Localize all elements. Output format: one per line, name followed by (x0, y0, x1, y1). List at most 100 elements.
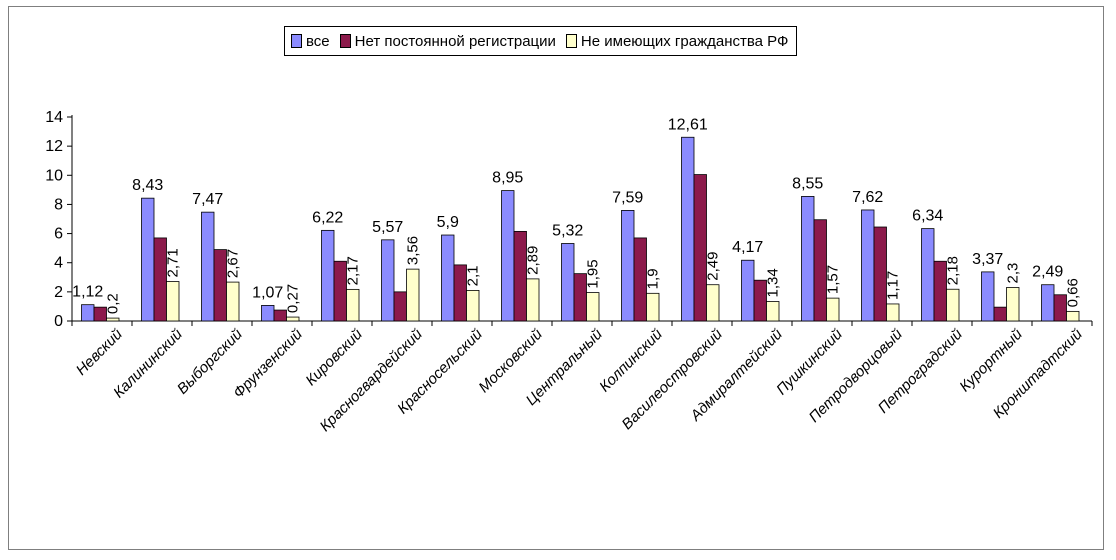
legend-swatch-no-citizenship (565, 34, 577, 48)
data-label-all: 6,22 (312, 209, 343, 226)
bar (501, 190, 515, 322)
bar (766, 301, 780, 322)
data-label-no-citizenship: 3,56 (405, 236, 422, 265)
bar (393, 291, 407, 322)
bar (561, 243, 575, 322)
data-label-no-citizenship: 2,17 (345, 256, 362, 285)
y-tick-label: 6 (54, 226, 63, 243)
category-label: Василеостровский (619, 325, 727, 433)
bar (141, 197, 155, 322)
bar (981, 271, 995, 322)
y-tick-label: 14 (45, 109, 63, 126)
bar (406, 268, 420, 322)
data-label-all: 5,9 (437, 214, 459, 231)
data-label-all: 8,43 (132, 177, 163, 194)
bar (1066, 310, 1080, 322)
bar (273, 309, 287, 322)
bar (201, 211, 215, 322)
data-label-no-citizenship: 2,3 (1005, 263, 1022, 284)
bar (466, 289, 480, 322)
bar (226, 281, 240, 322)
data-label-all: 4,17 (732, 239, 763, 256)
bar (646, 292, 660, 322)
bar (166, 281, 180, 322)
data-label-all: 8,55 (792, 175, 823, 192)
bar (706, 284, 720, 322)
data-label-all: 1,12 (72, 284, 103, 301)
y-tick-label: 0 (54, 313, 63, 330)
y-tick-label: 2 (54, 284, 63, 301)
bar (921, 228, 935, 322)
bar (81, 304, 95, 322)
data-label-no-citizenship: 2,71 (165, 248, 182, 277)
bar (861, 209, 875, 322)
data-label-all: 1,07 (252, 284, 283, 301)
data-label-no-citizenship: 1,95 (585, 259, 602, 288)
bar (93, 306, 107, 322)
bar (106, 317, 120, 322)
bar (693, 174, 707, 322)
legend-swatch-no-registration (339, 34, 351, 48)
bar (681, 136, 695, 322)
bar (346, 288, 360, 322)
data-label-no-citizenship: 2,49 (705, 252, 722, 281)
bar (153, 237, 167, 322)
legend-item-all: все (291, 33, 330, 50)
bar (1053, 294, 1067, 322)
data-label-no-citizenship: 1,9 (645, 268, 662, 289)
bar (586, 292, 600, 322)
bar (286, 316, 300, 322)
y-tick-label: 10 (45, 167, 63, 184)
y-tick-label: 12 (45, 138, 63, 155)
data-label-no-citizenship: 1,34 (765, 268, 782, 297)
data-label-all: 3,37 (972, 251, 1003, 268)
data-label-no-citizenship: 0,27 (285, 284, 302, 313)
data-label-no-citizenship: 1,17 (885, 271, 902, 300)
data-label-all: 7,47 (192, 191, 223, 208)
data-label-no-citizenship: 2,1 (465, 266, 482, 287)
data-label-all: 6,34 (912, 208, 943, 225)
data-label-all: 2,49 (1032, 264, 1063, 281)
bar (441, 234, 455, 322)
bar (813, 219, 827, 322)
bar (946, 288, 960, 322)
bar (886, 303, 900, 322)
bar (321, 229, 335, 322)
bar (993, 306, 1007, 322)
data-label-all: 5,32 (552, 222, 583, 239)
data-label-no-citizenship: 1,57 (825, 265, 842, 294)
bar (1041, 284, 1055, 322)
bar (1006, 287, 1020, 322)
bar (261, 305, 275, 322)
bar (633, 237, 647, 322)
legend-label-no-registration: Нет постоянной регистрации (354, 32, 556, 50)
data-label-no-citizenship: 2,89 (525, 246, 542, 275)
legend-swatch-all (291, 34, 302, 48)
data-label-all: 5,57 (372, 219, 403, 236)
category-label: Красногвардейский (317, 325, 427, 435)
data-label-all: 7,62 (852, 189, 883, 206)
category-label: Кировский (302, 325, 366, 389)
data-label-all: 7,59 (612, 189, 643, 206)
legend-label-all: все (306, 32, 330, 50)
bar (753, 279, 767, 322)
data-label-no-citizenship: 2,67 (225, 249, 242, 278)
legend-item-no-registration: Нет постоянной регистрации (339, 32, 556, 50)
bar (873, 226, 887, 322)
data-label-all: 12,61 (668, 116, 708, 133)
y-tick-label: 8 (54, 196, 63, 213)
data-label-all: 8,95 (492, 170, 523, 187)
category-label: Невский (73, 325, 126, 378)
data-label-no-citizenship: 2,18 (945, 256, 962, 285)
legend-label-no-citizenship: Не имеющих гражданства РФ (580, 32, 789, 50)
bar (526, 278, 540, 322)
bar (826, 297, 840, 322)
legend: все Нет постоянной регистрации Не имеющи… (284, 26, 798, 56)
bar (621, 210, 635, 322)
bar (513, 230, 527, 322)
bar (741, 259, 755, 322)
data-label-no-citizenship: 0,66 (1065, 278, 1082, 307)
bar (381, 239, 395, 322)
bar (801, 196, 815, 322)
